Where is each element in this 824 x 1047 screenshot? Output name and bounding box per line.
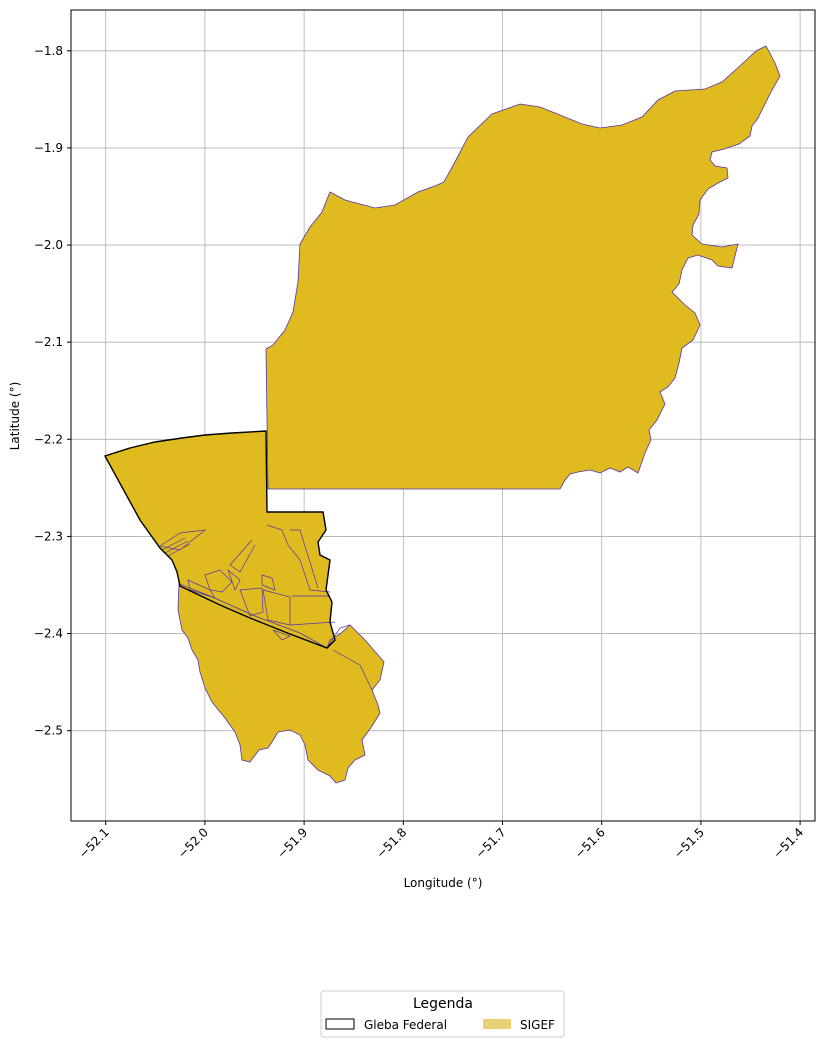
sigef-parcel-north (265, 45, 781, 490)
sigef-parcel-south (177, 583, 385, 784)
legend-title: Legenda (413, 996, 473, 1012)
x-tick-label: −51.4 (770, 825, 806, 861)
gleba-federal-outline (103, 430, 336, 649)
y-tick-label: −2.4 (34, 627, 63, 641)
y-tick-label: −2.2 (34, 432, 63, 446)
map-features (103, 45, 781, 784)
legend-swatch-gleba-federal (325, 1018, 355, 1030)
legend: Legenda Gleba Federal SIGEF (320, 990, 565, 1038)
y-tick-label: −2.3 (34, 529, 63, 543)
plot-area-frame (70, 9, 816, 822)
x-tick-label: −51.5 (671, 825, 707, 861)
x-tick-label: −52.0 (175, 825, 211, 861)
y-tick-label: −2.1 (34, 335, 63, 349)
x-tick-label: −51.7 (473, 825, 509, 861)
x-tick-label: −52.1 (76, 825, 112, 861)
legend-label-sigef: SIGEF (520, 1018, 555, 1032)
y-tick-label: −1.9 (34, 141, 63, 155)
y-tick-label: −1.8 (34, 44, 63, 58)
x-axis-label: Longitude (°) (404, 876, 483, 890)
y-axis-label: Latitude (°) (8, 382, 22, 451)
x-tick-label: −51.8 (374, 825, 410, 861)
x-tick-label: −51.9 (274, 825, 310, 861)
x-tick-label: −51.6 (572, 825, 608, 861)
y-tick-label: −2.5 (34, 724, 63, 738)
legend-swatch-sigef (483, 1019, 511, 1029)
y-tick-label: −2.0 (34, 238, 63, 252)
legend-label-gleba-federal: Gleba Federal (364, 1018, 447, 1032)
sigef-internal-boundaries (159, 524, 373, 691)
